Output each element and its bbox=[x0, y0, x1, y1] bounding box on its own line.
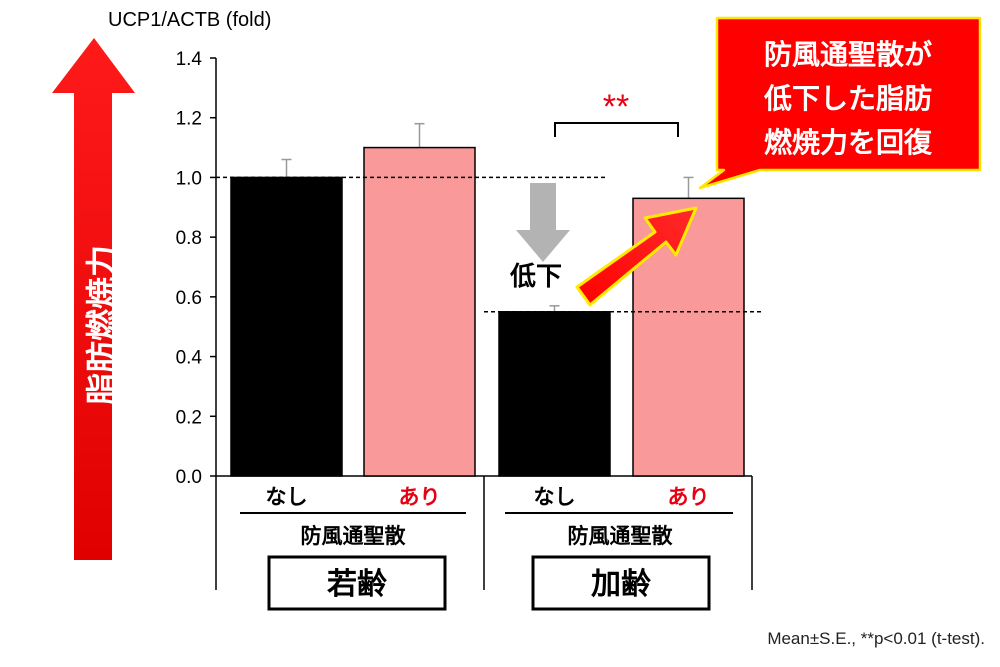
side-title: 脂肪燃焼力 bbox=[83, 245, 121, 405]
bar bbox=[498, 311, 611, 477]
significance-bracket bbox=[554, 122, 679, 137]
footnote: Mean±S.E., **p<0.01 (t-test). bbox=[767, 629, 985, 648]
treatment-label: 防風通聖散 bbox=[568, 524, 673, 548]
category-label: なし bbox=[266, 485, 308, 509]
side-up-arrow bbox=[52, 38, 135, 560]
y-tick-label: 0.6 bbox=[176, 288, 202, 309]
age-box-young bbox=[267, 555, 447, 611]
category-label: あり bbox=[668, 485, 710, 509]
y-axis-title: UCP1/ACTB (fold) bbox=[108, 9, 271, 31]
treatment-label: 防風通聖散 bbox=[301, 524, 406, 548]
significance-marker: ** bbox=[603, 88, 629, 126]
bars bbox=[230, 122, 745, 477]
recovery-arrow bbox=[575, 206, 698, 307]
bar bbox=[363, 146, 476, 477]
y-tick-label: 0.4 bbox=[176, 348, 203, 369]
callout-line-2: 低下した脂肪 bbox=[763, 82, 932, 115]
y-tick-label: 1.4 bbox=[176, 49, 203, 70]
y-tick-label: 0.2 bbox=[176, 407, 202, 428]
decline-arrow bbox=[516, 183, 570, 262]
y-tick-label: 1.2 bbox=[176, 109, 202, 130]
age-label-aged: 加齢 bbox=[591, 567, 651, 602]
y-tick-label: 0.8 bbox=[176, 228, 202, 249]
y-tick-label: 0.0 bbox=[176, 467, 202, 488]
category-label: あり bbox=[399, 485, 441, 509]
y-tick-label: 1.0 bbox=[176, 168, 202, 189]
callout-line-3: 燃焼力を回復 bbox=[764, 126, 933, 159]
callout bbox=[698, 16, 982, 190]
bar bbox=[230, 176, 343, 477]
callout-line-1: 防風通聖散が bbox=[764, 38, 932, 71]
age-label-young: 若齢 bbox=[327, 567, 387, 602]
age-box-aged bbox=[531, 555, 711, 611]
decline-label: 低下 bbox=[509, 262, 562, 292]
category-label: なし bbox=[534, 485, 576, 509]
